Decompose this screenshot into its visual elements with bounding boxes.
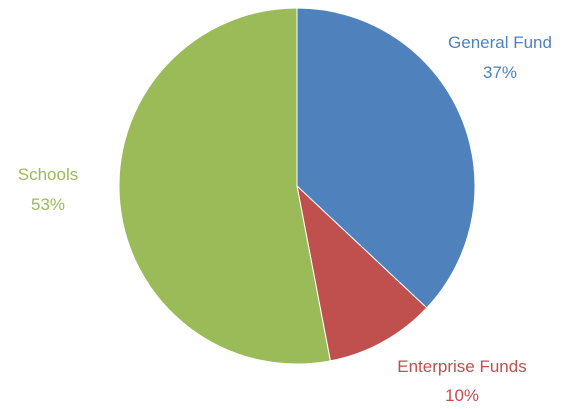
- slice-label-general-fund-name: General Fund: [448, 33, 552, 52]
- slice-label-enterprise-funds: Enterprise Funds 10%: [397, 357, 526, 405]
- slice-label-schools-name: Schools: [18, 165, 78, 184]
- pie-labels: General Fund 37% Enterprise Funds 10% Sc…: [18, 33, 552, 405]
- pie-slices: [118, 7, 476, 365]
- pie-slice-schools: [118, 7, 331, 365]
- pie-slice-enterprise-funds: [296, 184, 428, 362]
- pie-slice-general-fund: [296, 7, 476, 309]
- slice-label-schools: Schools 53%: [18, 165, 78, 214]
- slice-label-enterprise-funds-value: 10%: [445, 386, 479, 405]
- slice-label-schools-value: 53%: [31, 195, 65, 214]
- slice-label-general-fund-value: 37%: [483, 63, 517, 82]
- slice-label-enterprise-funds-name: Enterprise Funds: [397, 357, 526, 376]
- slice-label-general-fund: General Fund 37%: [448, 33, 552, 82]
